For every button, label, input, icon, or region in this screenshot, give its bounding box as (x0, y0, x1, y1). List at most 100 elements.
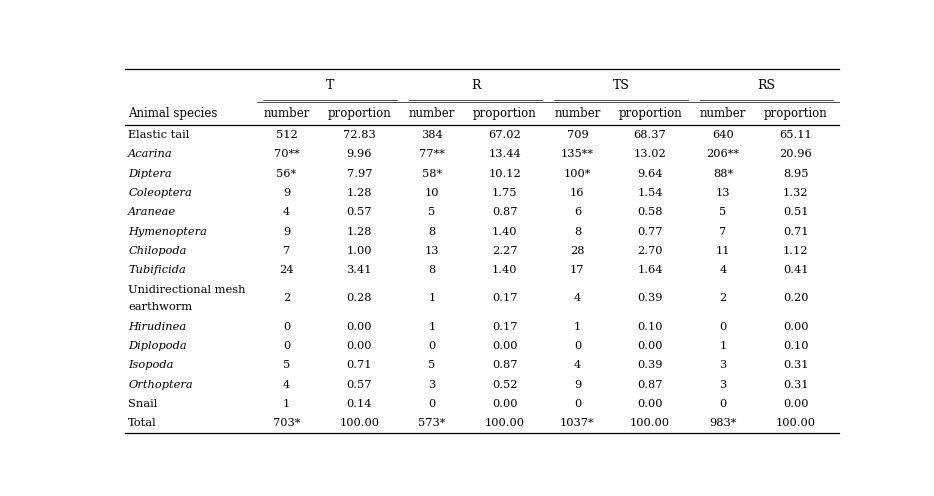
Text: Tubificida: Tubificida (128, 265, 186, 275)
Text: 5: 5 (283, 360, 290, 371)
Text: 9.96: 9.96 (347, 149, 372, 159)
Text: 0.28: 0.28 (347, 294, 372, 304)
Text: 72.83: 72.83 (343, 130, 375, 140)
Text: 58*: 58* (422, 169, 442, 179)
Text: 3: 3 (719, 360, 727, 371)
Text: 0.00: 0.00 (637, 341, 663, 351)
Text: 8: 8 (573, 227, 581, 237)
Text: 2: 2 (283, 294, 290, 304)
Text: 7: 7 (719, 227, 727, 237)
Text: 0.39: 0.39 (637, 360, 663, 371)
Text: 100.00: 100.00 (339, 418, 379, 429)
Text: 512: 512 (276, 130, 297, 140)
Text: 983*: 983* (709, 418, 737, 429)
Text: 573*: 573* (418, 418, 446, 429)
Text: 1.32: 1.32 (783, 188, 808, 198)
Text: 16: 16 (570, 188, 585, 198)
Text: 100.00: 100.00 (630, 418, 670, 429)
Text: 9: 9 (283, 188, 290, 198)
Text: 1.12: 1.12 (783, 246, 808, 256)
Text: 13: 13 (425, 246, 439, 256)
Text: Diplopoda: Diplopoda (128, 341, 187, 351)
Text: 0: 0 (283, 341, 290, 351)
Text: Total: Total (128, 418, 157, 429)
Text: 0.87: 0.87 (492, 360, 517, 371)
Text: 100.00: 100.00 (775, 418, 815, 429)
Text: 1.40: 1.40 (492, 227, 517, 237)
Text: 0.14: 0.14 (347, 399, 372, 409)
Text: 0.10: 0.10 (783, 341, 808, 351)
Text: 709: 709 (567, 130, 588, 140)
Text: 0.52: 0.52 (492, 379, 517, 390)
Text: Acarina: Acarina (128, 149, 173, 159)
Text: proportion: proportion (473, 107, 536, 120)
Text: Hirudinea: Hirudinea (128, 321, 187, 332)
Text: 10.12: 10.12 (488, 169, 521, 179)
Text: 1: 1 (573, 321, 581, 332)
Text: Orthoptera: Orthoptera (128, 379, 193, 390)
Text: TS: TS (613, 79, 630, 92)
Text: proportion: proportion (328, 107, 391, 120)
Text: Unidirectional mesh: Unidirectional mesh (128, 285, 246, 295)
Text: 70**: 70** (274, 149, 300, 159)
Text: 0.41: 0.41 (783, 265, 808, 275)
Text: 0: 0 (429, 399, 435, 409)
Text: 1037*: 1037* (560, 418, 595, 429)
Text: 0: 0 (573, 399, 581, 409)
Text: 11: 11 (715, 246, 730, 256)
Text: 100*: 100* (564, 169, 591, 179)
Text: 0: 0 (719, 321, 727, 332)
Text: 0.31: 0.31 (783, 360, 808, 371)
Text: 65.11: 65.11 (779, 130, 812, 140)
Text: 6: 6 (573, 207, 581, 217)
Text: RS: RS (757, 79, 775, 92)
Text: 0.00: 0.00 (783, 321, 808, 332)
Text: 640: 640 (712, 130, 734, 140)
Text: Coleoptera: Coleoptera (128, 188, 192, 198)
Text: 1.64: 1.64 (637, 265, 663, 275)
Text: 0: 0 (719, 399, 727, 409)
Text: proportion: proportion (764, 107, 828, 120)
Text: Snail: Snail (128, 399, 158, 409)
Text: 0.51: 0.51 (783, 207, 808, 217)
Text: 0.87: 0.87 (637, 379, 663, 390)
Text: 8: 8 (429, 265, 435, 275)
Text: 5: 5 (429, 360, 435, 371)
Text: 0.57: 0.57 (347, 379, 372, 390)
Text: 0.00: 0.00 (492, 399, 517, 409)
Text: 703*: 703* (273, 418, 300, 429)
Text: 1: 1 (283, 399, 290, 409)
Text: Araneae: Araneae (128, 207, 177, 217)
Text: R: R (471, 79, 480, 92)
Text: 5: 5 (429, 207, 435, 217)
Text: 13: 13 (715, 188, 730, 198)
Text: 4: 4 (573, 294, 581, 304)
Text: number: number (409, 107, 455, 120)
Text: 0.57: 0.57 (347, 207, 372, 217)
Text: 1.40: 1.40 (492, 265, 517, 275)
Text: 1.00: 1.00 (347, 246, 372, 256)
Text: 7.97: 7.97 (347, 169, 372, 179)
Text: 9: 9 (283, 227, 290, 237)
Text: 206**: 206** (706, 149, 740, 159)
Text: 1.28: 1.28 (347, 227, 372, 237)
Text: 0.77: 0.77 (637, 227, 663, 237)
Text: Hymenoptera: Hymenoptera (128, 227, 207, 237)
Text: 384: 384 (421, 130, 443, 140)
Text: 13.02: 13.02 (634, 149, 667, 159)
Text: 28: 28 (570, 246, 585, 256)
Text: 0: 0 (429, 341, 435, 351)
Text: 1.75: 1.75 (492, 188, 517, 198)
Text: 13.44: 13.44 (488, 149, 521, 159)
Text: 135**: 135** (561, 149, 594, 159)
Text: 9.64: 9.64 (637, 169, 663, 179)
Text: 8: 8 (429, 227, 435, 237)
Text: 0.31: 0.31 (783, 379, 808, 390)
Text: 88*: 88* (713, 169, 733, 179)
Text: number: number (263, 107, 310, 120)
Text: 10: 10 (425, 188, 439, 198)
Text: Elastic tail: Elastic tail (128, 130, 190, 140)
Text: 0.39: 0.39 (637, 294, 663, 304)
Text: 20.96: 20.96 (779, 149, 812, 159)
Text: 0.00: 0.00 (492, 341, 517, 351)
